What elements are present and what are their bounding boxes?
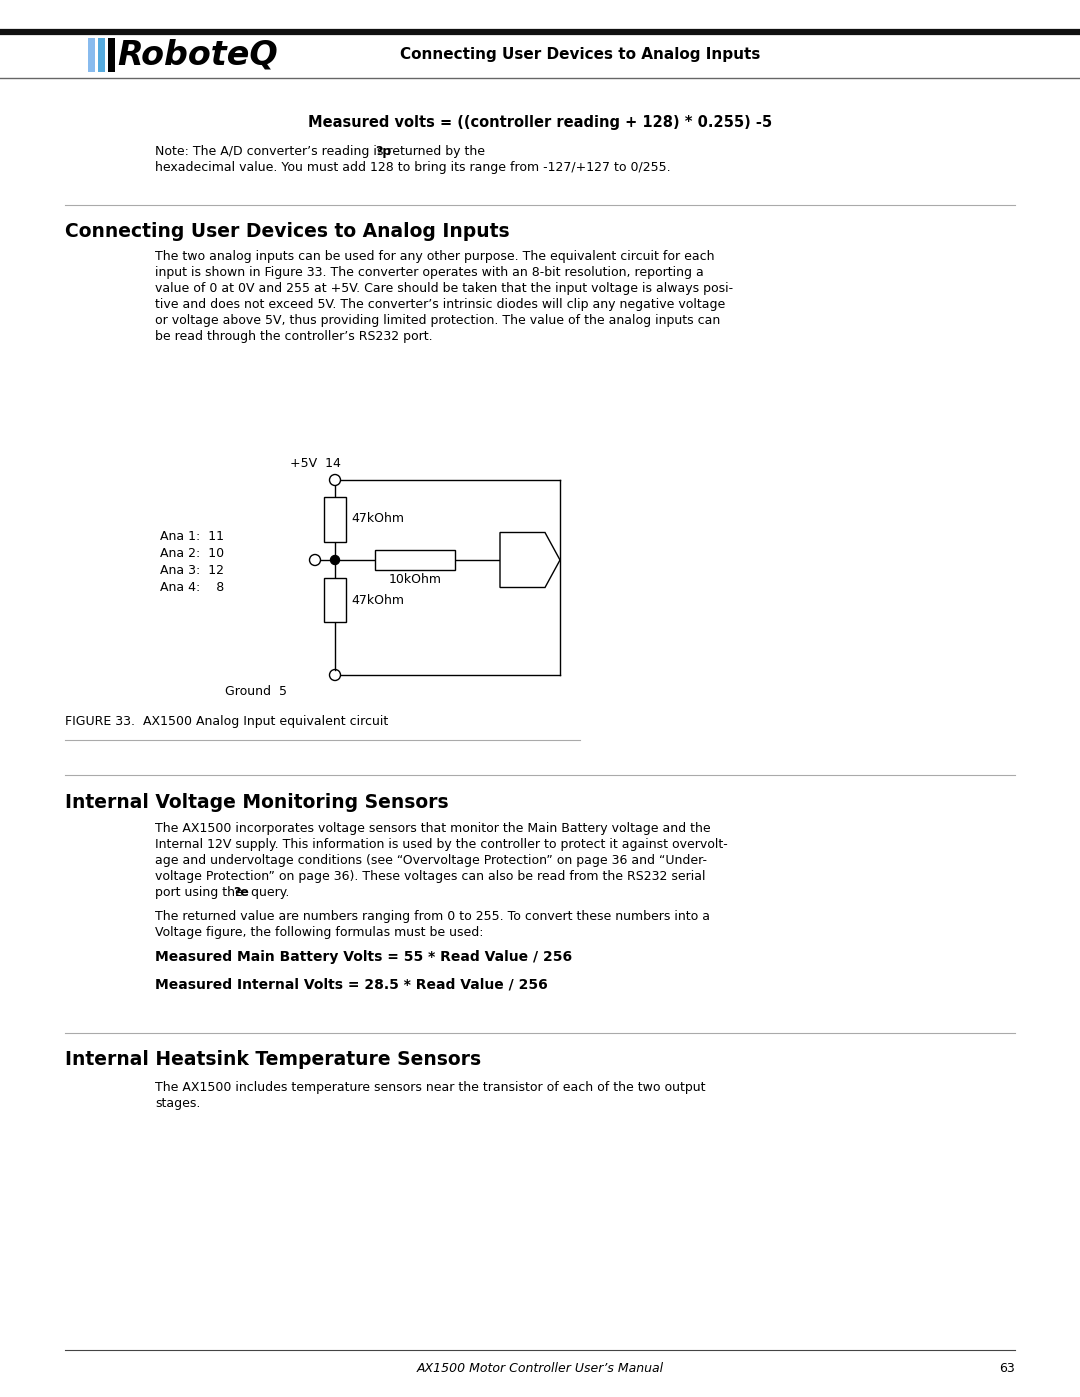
Bar xyxy=(98,38,105,73)
Text: 47kOhm: 47kOhm xyxy=(351,513,404,525)
Text: ?p: ?p xyxy=(376,145,392,158)
Text: be read through the controller’s RS232 port.: be read through the controller’s RS232 p… xyxy=(156,330,433,344)
Text: 47kOhm: 47kOhm xyxy=(351,594,404,606)
Text: Ana 4:    8: Ana 4: 8 xyxy=(160,581,225,594)
Text: AX1500 Motor Controller User’s Manual: AX1500 Motor Controller User’s Manual xyxy=(417,1362,663,1375)
Text: The two analog inputs can be used for any other purpose. The equivalent circuit : The two analog inputs can be used for an… xyxy=(156,250,715,263)
Text: input is shown in Figure 33. The converter operates with an 8-bit resolution, re: input is shown in Figure 33. The convert… xyxy=(156,265,704,279)
Text: 63: 63 xyxy=(999,1362,1015,1375)
Bar xyxy=(108,38,114,73)
Text: ?e: ?e xyxy=(233,886,248,900)
Text: query.: query. xyxy=(247,886,289,900)
Bar xyxy=(87,38,95,73)
Text: Internal 12V supply. This information is used by the controller to protect it ag: Internal 12V supply. This information is… xyxy=(156,838,728,851)
Polygon shape xyxy=(500,532,561,588)
Text: age and undervoltage conditions (see “Overvoltage Protection” on page 36 and “Un: age and undervoltage conditions (see “Ov… xyxy=(156,854,707,868)
Text: The AX1500 includes temperature sensors near the transistor of each of the two o: The AX1500 includes temperature sensors … xyxy=(156,1081,705,1094)
Circle shape xyxy=(330,556,339,564)
Text: Internal Voltage Monitoring Sensors: Internal Voltage Monitoring Sensors xyxy=(65,793,448,812)
Text: Note: The A/D converter’s reading is returned by the: Note: The A/D converter’s reading is ret… xyxy=(156,145,489,158)
Text: Ana 2:  10: Ana 2: 10 xyxy=(160,548,225,560)
Text: voltage Protection” on page 36). These voltages can also be read from the RS232 : voltage Protection” on page 36). These v… xyxy=(156,870,705,883)
Bar xyxy=(375,550,455,570)
Bar xyxy=(87,38,95,73)
Text: Measured Main Battery Volts = 55 * Read Value / 256: Measured Main Battery Volts = 55 * Read … xyxy=(156,950,572,964)
Text: Measured volts = ((controller reading + 128) * 0.255) -5: Measured volts = ((controller reading + … xyxy=(308,115,772,130)
Text: Ana 3:  12: Ana 3: 12 xyxy=(160,564,224,577)
Bar xyxy=(324,578,346,622)
Text: The AX1500 incorporates voltage sensors that monitor the Main Battery voltage an: The AX1500 incorporates voltage sensors … xyxy=(156,821,711,835)
Text: +5V  14: +5V 14 xyxy=(291,457,341,469)
Text: port using the: port using the xyxy=(156,886,246,900)
Text: or voltage above 5V, thus providing limited protection. The value of the analog : or voltage above 5V, thus providing limi… xyxy=(156,314,720,327)
Bar xyxy=(98,38,105,73)
Text: value of 0 at 0V and 255 at +5V. Care should be taken that the input voltage is : value of 0 at 0V and 255 at +5V. Care sh… xyxy=(156,282,733,295)
Text: Connecting User Devices to Analog Inputs: Connecting User Devices to Analog Inputs xyxy=(400,47,760,63)
Text: A/D: A/D xyxy=(512,553,534,567)
Bar xyxy=(324,497,346,542)
Text: Connecting User Devices to Analog Inputs: Connecting User Devices to Analog Inputs xyxy=(65,222,510,242)
Text: Voltage figure, the following formulas must be used:: Voltage figure, the following formulas m… xyxy=(156,926,484,939)
Text: 10kOhm: 10kOhm xyxy=(389,573,442,585)
Text: FIGURE 33.  AX1500 Analog Input equivalent circuit: FIGURE 33. AX1500 Analog Input equivalen… xyxy=(65,715,388,728)
Text: Ana 1:  11: Ana 1: 11 xyxy=(160,529,224,543)
Text: stages.: stages. xyxy=(156,1097,201,1111)
Text: Ground  5: Ground 5 xyxy=(225,685,287,698)
Text: RoboteQ: RoboteQ xyxy=(117,39,278,71)
Text: tive and does not exceed 5V. The converter’s intrinsic diodes will clip any nega: tive and does not exceed 5V. The convert… xyxy=(156,298,726,312)
Bar xyxy=(108,38,114,73)
Text: Measured Internal Volts = 28.5 * Read Value / 256: Measured Internal Volts = 28.5 * Read Va… xyxy=(156,978,548,992)
Text: Internal Heatsink Temperature Sensors: Internal Heatsink Temperature Sensors xyxy=(65,1051,481,1069)
Text: The returned value are numbers ranging from 0 to 255. To convert these numbers i: The returned value are numbers ranging f… xyxy=(156,909,710,923)
Text: hexadecimal value. You must add 128 to bring its range from -127/+127 to 0/255.: hexadecimal value. You must add 128 to b… xyxy=(156,161,671,175)
